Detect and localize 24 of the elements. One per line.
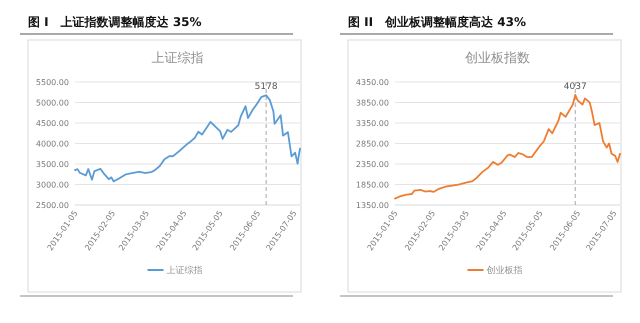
y-tick-label: 5500.00 bbox=[36, 78, 69, 87]
y-tick-label: 1350.00 bbox=[356, 201, 389, 210]
legend-label: 上证综指 bbox=[166, 265, 202, 276]
y-tick-label: 3000.00 bbox=[36, 180, 69, 190]
chart-title: 图 I 上证指数调整幅度达 35% bbox=[28, 15, 202, 29]
line-series bbox=[394, 94, 621, 200]
y-tick-label: 4000.00 bbox=[36, 140, 69, 148]
y-tick-label: 3350.00 bbox=[356, 119, 389, 128]
annotation: 4037 bbox=[564, 82, 587, 92]
line-series bbox=[74, 94, 301, 182]
legend-label: 创业板指 bbox=[486, 265, 522, 276]
chart-title: 图 II 创业板调整幅度高达 43% bbox=[348, 15, 526, 29]
chart-subtitle: 上证综指 bbox=[152, 51, 204, 66]
annotation: 5178 bbox=[254, 82, 278, 92]
y-tick-label: 1850.00 bbox=[356, 180, 389, 190]
y-tick-label: 2350.00 bbox=[356, 160, 389, 169]
y-tick-label: 2500.00 bbox=[36, 201, 69, 210]
y-tick-label: 3500.00 bbox=[36, 160, 69, 169]
y-tick-label: 4500.00 bbox=[36, 119, 69, 128]
y-tick-label: 3850.00 bbox=[356, 98, 389, 108]
chart-subtitle: 创业板指数 bbox=[465, 51, 530, 66]
y-tick-label: 5000.00 bbox=[36, 98, 69, 108]
y-tick-label: 2850.00 bbox=[356, 140, 389, 148]
y-tick-label: 4350.00 bbox=[356, 78, 389, 87]
